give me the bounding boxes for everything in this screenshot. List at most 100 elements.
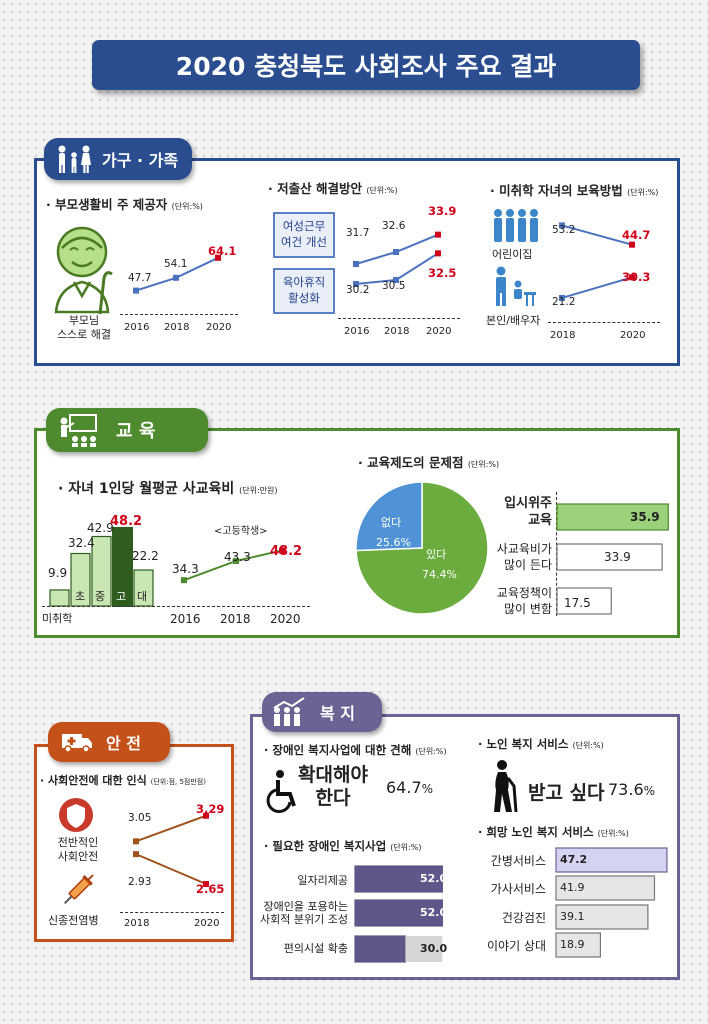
- lowbirth-year-2016: 2016: [344, 326, 370, 337]
- pie-no-value: 25.6%: [376, 536, 411, 549]
- safety-v2-2018: 2.93: [128, 876, 152, 888]
- safety-axis: [120, 912, 224, 913]
- safety-s1-line: [135, 814, 207, 843]
- childcare-v2-2018: 21.2: [552, 296, 576, 308]
- cost-label-middle: 중: [95, 590, 106, 603]
- wanted-value-3: 39.1: [560, 910, 585, 923]
- highschool-point: [233, 557, 239, 564]
- needed-bar-remainder: [405, 936, 443, 962]
- needed-label-2: 장애인을 포용하는 사회적 분위기 조성: [260, 900, 348, 927]
- needed-value-1: 52.0: [420, 872, 448, 885]
- support-axis: [120, 314, 238, 315]
- lowbirth-heading: · 저출산 해결방안 (단위:%): [268, 181, 398, 196]
- family-icon: [58, 145, 91, 173]
- wanted-label-1: 간병서비스: [490, 854, 546, 868]
- safety-s2-point: [203, 881, 209, 887]
- childcare-year-2020: 2020: [620, 330, 646, 341]
- cost-bar: [49, 589, 70, 607]
- support-heading: · 부모생활비 주 제공자 (단위:%): [46, 197, 203, 212]
- wanted-value-1: 47.2: [560, 853, 588, 866]
- needed-bar: [354, 865, 443, 893]
- disabled-answer-value: 64.7%: [386, 778, 434, 797]
- wanted-value-2: 41.9: [560, 881, 585, 894]
- cost-value-college: 22.2: [132, 549, 159, 563]
- cost-axis: [42, 606, 310, 607]
- hs-value-2018: 43.3: [224, 550, 251, 564]
- cost-label-college: 대: [137, 590, 148, 603]
- lowbirth-v1-2020: 33.9: [428, 204, 457, 218]
- wanted-label-3: 건강검진: [501, 911, 546, 925]
- teacher-icon: [60, 414, 97, 447]
- shield-icon: [59, 798, 93, 832]
- safety-year-2020: 2020: [194, 918, 220, 929]
- childcare-line-chart: [559, 222, 635, 301]
- hs-year-2018: 2018: [220, 612, 251, 626]
- childcare-label-2: 본인/배우자: [486, 314, 541, 327]
- problems-bar: [556, 543, 663, 571]
- family-panel: [34, 158, 680, 366]
- support-point: [133, 287, 139, 294]
- lowbirth-axis: [338, 318, 460, 319]
- lowbirth-s2-point: [353, 281, 359, 287]
- pie-yes-value: 74.4%: [422, 568, 457, 581]
- lowbirth-v1-2018: 32.6: [382, 220, 406, 232]
- highschool-point: [181, 577, 187, 584]
- lowbirth-s2-point: [393, 277, 399, 283]
- problems-value-2: 33.9: [604, 550, 631, 564]
- wanted-bar: [555, 847, 668, 873]
- support-year-2018: 2018: [164, 322, 190, 333]
- hs-value-2020: 48.2: [270, 544, 303, 559]
- lowbirth-s1-point: [435, 231, 441, 238]
- education-tab-label: 교 육: [116, 421, 156, 442]
- syringe-icon: [63, 874, 94, 905]
- needed-heading: · 필요한 장애인 복지사업 (단위:%): [264, 839, 422, 853]
- needed-label-3: 편의시설 확충: [283, 942, 348, 955]
- childcare-s2-point: [629, 274, 635, 281]
- cost-value-preschool: 9.9: [48, 566, 68, 580]
- problems-bar: [556, 587, 612, 615]
- wanted-heading: · 희망 노인 복지 서비스 (단위:%): [478, 825, 629, 839]
- safety-heading: · 사회안전에 대한 인식 (단위:점, 5점만점): [40, 774, 206, 787]
- lowbirth-s1-point: [353, 261, 359, 267]
- safety-year-2018: 2018: [124, 918, 150, 929]
- support-value-2016: 47.7: [128, 272, 152, 284]
- lowbirth-year-2020: 2020: [426, 326, 452, 337]
- problems-heading: · 교육제도의 문제점 (단위:%): [358, 455, 500, 470]
- elderly-answer: 받고 싶다: [528, 782, 605, 804]
- daycare-children-icon: [494, 209, 538, 242]
- safety-s1-point: [203, 812, 209, 819]
- cost-value-high: 48.2: [110, 514, 143, 529]
- elder-icon: [54, 226, 113, 315]
- wanted-label-2: 가사서비스: [490, 882, 546, 896]
- childcare-s1-point: [629, 241, 635, 248]
- needed-bar: [354, 935, 407, 963]
- cost-value-middle: 42.9: [87, 521, 114, 535]
- family-tab-label: 가구 · 가족: [102, 151, 179, 170]
- childcare-label-1: 어린이집: [492, 248, 533, 261]
- needed-bar: [354, 899, 443, 927]
- childcare-s2-point: [559, 294, 565, 301]
- lowbirth-v2-2020: 32.5: [428, 266, 457, 280]
- safety-s2-point: [133, 851, 139, 858]
- lowbirth-box-1: 여성근무 여건 개선: [273, 212, 335, 258]
- problems-label-2: 사교육비가 많이 든다: [496, 542, 552, 572]
- pie-yes-label: 있다: [426, 548, 447, 561]
- cost-label-elementary: 초: [75, 590, 86, 603]
- safety-label-1: 전반적인 사회안전: [57, 836, 99, 864]
- needed-label-1: 일자리제공: [297, 874, 348, 887]
- page-title: 2020 충청북도 사회조사 주요 결과: [92, 40, 640, 90]
- support-value-2020: 64.1: [208, 244, 237, 258]
- safety-s2-line: [135, 853, 207, 885]
- pie-slice-no: [355, 481, 423, 552]
- lowbirth-v2-2016: 30.2: [346, 284, 370, 296]
- support-point: [173, 274, 179, 281]
- education-tab: 교 육: [46, 408, 208, 452]
- elderly-heading: · 노인 복지 서비스 (단위:%): [478, 737, 604, 751]
- highschool-point: [279, 547, 285, 554]
- childcare-v1-2018: 53.2: [552, 224, 576, 236]
- problems-label-3: 교육정책이 많이 변함: [496, 586, 552, 616]
